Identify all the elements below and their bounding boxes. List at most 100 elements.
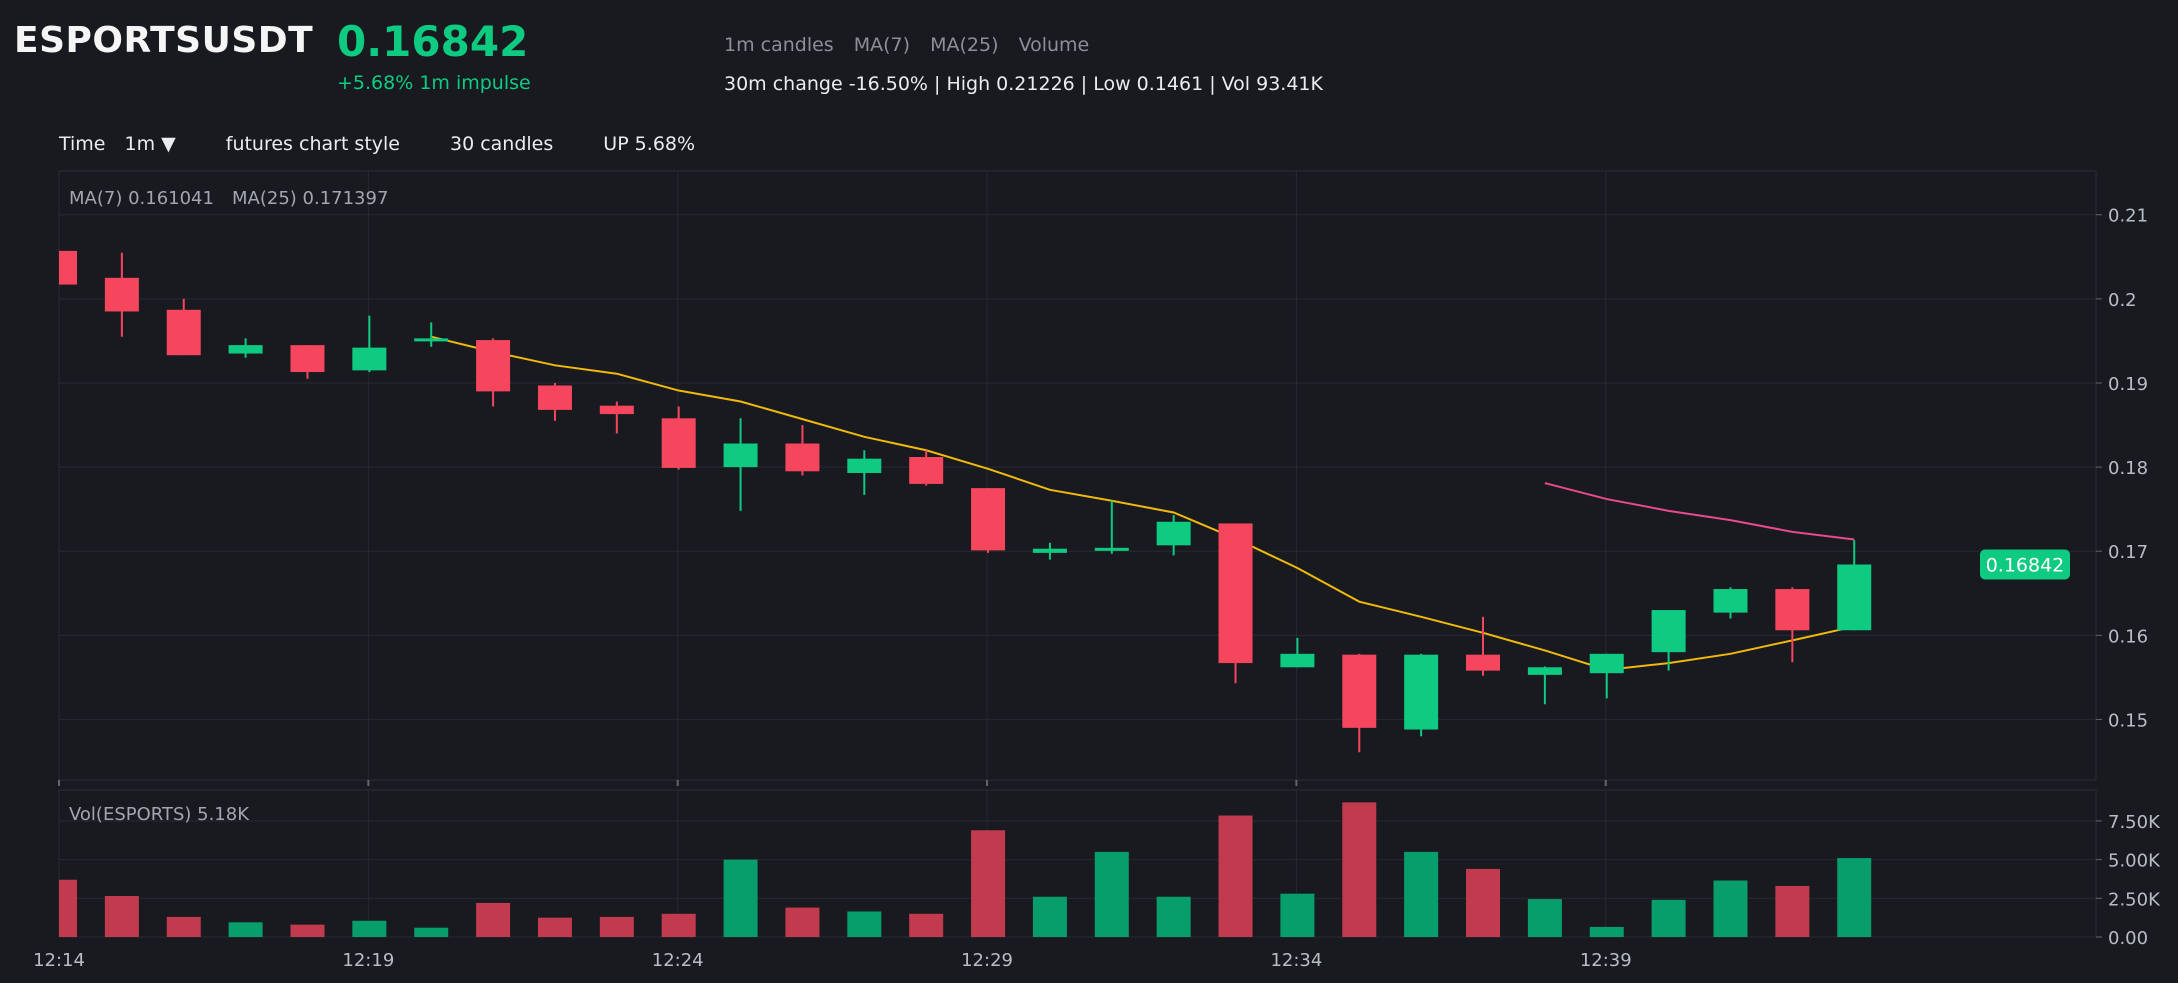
volume-bar: [1094, 851, 1129, 937]
candle-body: [1775, 589, 1810, 631]
candle-body: [1032, 548, 1067, 553]
time-tick-label: 12:39: [1580, 950, 1632, 971]
candle: [290, 345, 325, 379]
candle-body: [661, 418, 696, 468]
price-tick-label: 0.18: [2108, 458, 2148, 479]
ma25-value-label: MA(25) 0.171397: [232, 188, 388, 209]
candle: [1837, 540, 1872, 631]
candle-body: [1404, 654, 1439, 730]
volume-bar: [290, 924, 325, 937]
candle-body: [1589, 653, 1624, 674]
ma25-line: [1544, 482, 1855, 541]
volume-bar: [414, 927, 449, 937]
volume-tick-label: 7.50K: [2108, 812, 2161, 833]
volume-bar: [1589, 926, 1624, 937]
legend-candles: 1m candles: [724, 34, 834, 56]
candle-count-button[interactable]: 30 candles: [450, 133, 554, 155]
volume-bar: [1218, 815, 1253, 937]
ma7-line: [430, 335, 1855, 671]
legend-ma25: MA(25): [930, 34, 999, 56]
current-price-tag: 0.16842: [1980, 549, 2070, 580]
candle-body: [1156, 521, 1191, 546]
candle: [971, 488, 1006, 553]
candle: [1589, 653, 1624, 699]
candle-body: [1342, 654, 1377, 728]
candle-body: [1280, 653, 1315, 668]
candle: [166, 298, 201, 356]
volume-bar: [59, 879, 77, 937]
volume-bar: [537, 917, 572, 937]
candle-body: [599, 405, 634, 415]
volume-tick-label: 2.50K: [2108, 889, 2161, 910]
candle: [1280, 637, 1315, 668]
price-tick-label: 0.21: [2108, 206, 2148, 227]
price-tick-label: 0.19: [2108, 374, 2148, 395]
symbol-title: ESPORTSUSDT: [14, 20, 314, 61]
impulse-change: +5.68% 1m impulse: [337, 72, 531, 94]
candle: [1775, 587, 1810, 663]
volume-bar: [166, 916, 201, 937]
time-tick-label: 12:24: [652, 950, 704, 971]
candle-body: [909, 456, 944, 484]
candle-body: [228, 345, 263, 354]
legend-ma7: MA(7): [853, 34, 911, 56]
candle-body: [847, 458, 882, 473]
ma7-value-label: MA(7) 0.161041: [69, 188, 214, 209]
candle-body: [785, 443, 820, 472]
interval-dropdown[interactable]: 1m ▼: [124, 133, 176, 155]
candle-body: [1651, 610, 1686, 653]
volume-bar: [1404, 851, 1439, 937]
candle: [476, 338, 511, 407]
volume-bar: [1466, 868, 1501, 937]
candle-body: [166, 309, 201, 356]
price-tick-label: 0.17: [2108, 542, 2148, 563]
volume-bar: [847, 911, 882, 937]
candle: [723, 418, 758, 511]
volume-bar: [1280, 893, 1315, 937]
volume-bar: [228, 922, 263, 937]
change-indicator: UP 5.68%: [603, 133, 696, 155]
candle: [1032, 542, 1067, 560]
volume-bar: [661, 913, 696, 937]
candle-body: [1837, 564, 1872, 631]
chart-style-button[interactable]: futures chart style: [225, 133, 400, 155]
candle: [1404, 653, 1439, 737]
candle-body: [476, 340, 511, 392]
candle: [352, 315, 387, 373]
time-tick-label: 12:34: [1270, 950, 1322, 971]
chart-toolbar: Time 1m ▼ futures chart style 30 candles…: [59, 133, 695, 155]
candle-body: [290, 345, 325, 373]
candle-body: [414, 338, 449, 342]
candle-body: [1094, 547, 1129, 551]
volume-label: Vol(ESPORTS) 5.18K: [69, 804, 250, 825]
candle-body: [1713, 589, 1748, 613]
candle: [599, 401, 634, 434]
candle-body: [104, 277, 139, 312]
candle-body: [1527, 667, 1562, 675]
candle-body: [537, 385, 572, 410]
candle: [847, 450, 882, 495]
volume-bar: [476, 902, 511, 937]
candle: [1713, 587, 1748, 619]
current-price-tag-bg: [1980, 549, 2070, 580]
candle: [661, 406, 696, 470]
candle: [1156, 515, 1191, 556]
candle: [1218, 523, 1253, 684]
volume-bar: [1342, 802, 1377, 937]
candle: [104, 252, 139, 337]
time-label: Time: [59, 133, 106, 155]
candle-body: [723, 443, 758, 468]
current-price-tag-label: 0.16842: [1986, 554, 2065, 576]
candle-body: [971, 488, 1006, 551]
volume-bar: [971, 830, 1006, 937]
candle: [1651, 610, 1686, 671]
candle: [909, 450, 944, 486]
candle: [1466, 616, 1501, 676]
candle: [59, 250, 77, 285]
time-tick-label: 12:29: [961, 950, 1013, 971]
volume-bar: [1527, 899, 1562, 937]
last-price: 0.16842: [337, 17, 529, 66]
volume-bar: [1032, 896, 1067, 937]
candle: [537, 382, 572, 421]
